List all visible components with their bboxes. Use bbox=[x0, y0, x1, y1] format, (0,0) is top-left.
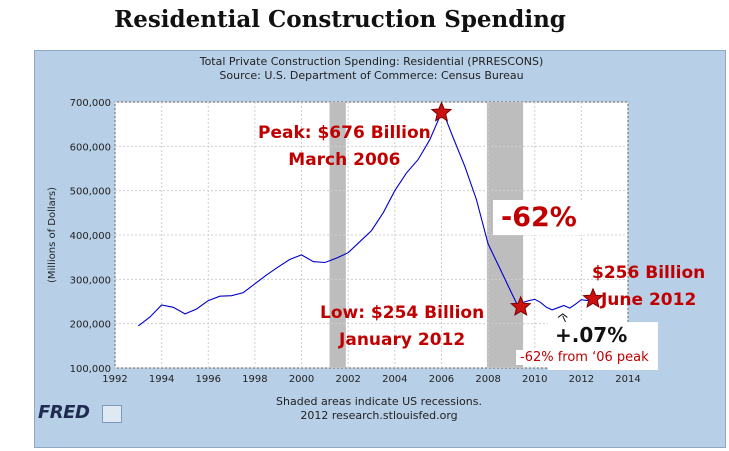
change-arrowhead bbox=[557, 313, 568, 318]
x-tick-label: 1992 bbox=[102, 374, 127, 385]
y-axis-label: (Millions of Dollars) bbox=[47, 187, 58, 283]
annotation-drop-percent: -62% bbox=[493, 200, 585, 235]
fred-chart-icon bbox=[102, 405, 122, 423]
x-tick-label: 2004 bbox=[382, 374, 407, 385]
annotation-low-line2: January 2012 bbox=[339, 330, 466, 350]
annotation-low-line1: Low: $254 Billion bbox=[320, 303, 485, 323]
fred-logo: FRED bbox=[38, 402, 90, 423]
y-tick-label: 100,000 bbox=[70, 364, 111, 375]
annotation-from-peak: -62% from ‘06 peak bbox=[516, 350, 653, 365]
star-marker-peak bbox=[430, 101, 453, 122]
x-tick-label: 2008 bbox=[475, 374, 500, 385]
page-title: Residential Construction Spending bbox=[114, 6, 566, 33]
chart-subtitle: Source: U.S. Department of Commerce: Cen… bbox=[219, 69, 523, 82]
annotation-change-percent: +.07% bbox=[555, 323, 628, 347]
y-tick-label: 600,000 bbox=[70, 142, 111, 153]
annotation-peak-line2: March 2006 bbox=[288, 150, 401, 170]
x-tick-label: 1998 bbox=[242, 374, 267, 385]
x-tick-label: 2014 bbox=[615, 374, 640, 385]
y-tick-label: 500,000 bbox=[70, 187, 111, 198]
x-tick-label: 1994 bbox=[149, 374, 174, 385]
y-tick-label: 300,000 bbox=[70, 275, 111, 286]
x-tick-label: 2010 bbox=[522, 374, 547, 385]
annotation-current-line2: June 2012 bbox=[600, 290, 697, 310]
annotation-current: $256 Billion June 2012 bbox=[592, 260, 705, 314]
x-tick-label: 1996 bbox=[196, 374, 221, 385]
y-tick-label: 700,000 bbox=[70, 98, 111, 109]
y-tick-label: 200,000 bbox=[70, 320, 111, 331]
star-marker-low bbox=[509, 295, 532, 316]
x-tick-label: 2012 bbox=[569, 374, 594, 385]
y-tick-label: 400,000 bbox=[70, 231, 111, 242]
x-tick-label: 2006 bbox=[429, 374, 454, 385]
line-chart: Total Private Construction Spending: Res… bbox=[47, 55, 641, 385]
chart-title: Total Private Construction Spending: Res… bbox=[199, 55, 544, 68]
annotation-peak-line1: Peak: $676 Billion bbox=[258, 123, 431, 143]
annotation-low: Low: $254 Billion January 2012 bbox=[320, 300, 484, 354]
footer-source: 2012 research.stlouisfed.org bbox=[300, 409, 458, 422]
annotation-peak: Peak: $676 Billion March 2006 bbox=[258, 120, 431, 174]
recession-band-1 bbox=[329, 102, 346, 368]
annotation-current-line1: $256 Billion bbox=[592, 263, 706, 283]
chart-panel: Total Private Construction Spending: Res… bbox=[34, 50, 726, 448]
star-marker-current bbox=[582, 287, 604, 308]
x-tick-label: 2002 bbox=[335, 374, 360, 385]
series-line-residential bbox=[137, 111, 594, 327]
footer-recession-note: Shaded areas indicate US recessions. bbox=[276, 395, 482, 408]
x-tick-label: 2000 bbox=[289, 374, 314, 385]
